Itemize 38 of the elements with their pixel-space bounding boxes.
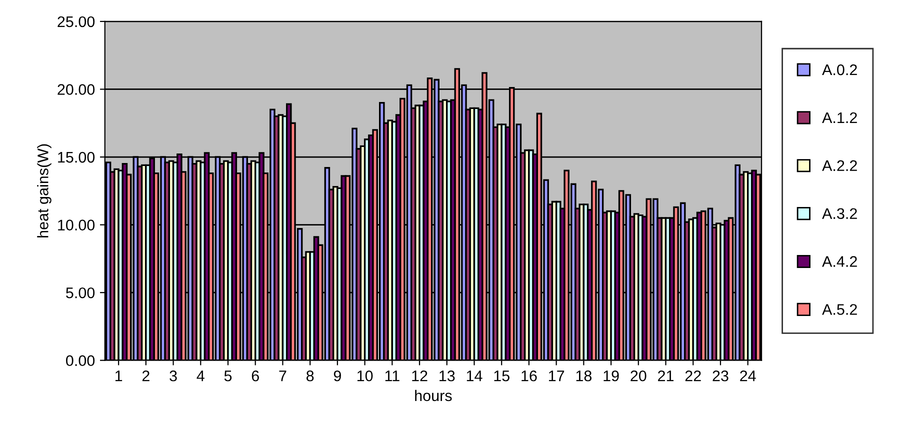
- y-tick-label: 25.00: [58, 16, 95, 28]
- y-tick-label: 0.00: [66, 355, 95, 366]
- y-tick-label: 20.00: [58, 84, 95, 95]
- y-tick-label: 10.00: [58, 220, 95, 230]
- x-axis-title: hours: [415, 390, 452, 402]
- x-tick-label: 12: [412, 370, 428, 382]
- legend-label: A.2.2: [822, 160, 857, 171]
- y-axis-title: heat gains(W): [37, 144, 52, 238]
- x-tick-label: 13: [440, 370, 455, 382]
- x-tick-label: 15: [494, 370, 510, 382]
- x-tick-label: 21: [658, 370, 674, 382]
- x-tick-label: 8: [306, 370, 314, 382]
- legend-label: A.5.2: [822, 304, 857, 315]
- x-tick-label: 7: [279, 370, 286, 382]
- x-tick-label: 19: [604, 370, 619, 382]
- x-tick-label: 24: [740, 370, 756, 382]
- x-tick-label: 3: [170, 370, 177, 382]
- legend-label: A.0.2: [822, 64, 857, 76]
- x-tick-label: 9: [334, 370, 341, 382]
- x-tick-label: 20: [630, 370, 646, 382]
- legend-label: A.1.2: [822, 112, 857, 123]
- x-tick-label: 2: [142, 370, 150, 382]
- x-tick-label: 18: [576, 370, 592, 382]
- x-tick-label: 6: [252, 370, 259, 382]
- y-tick-label: 15.00: [58, 152, 95, 163]
- x-tick-label: 22: [685, 370, 701, 382]
- x-tick-label: 17: [548, 370, 564, 382]
- x-tick-label: 1: [115, 370, 122, 382]
- x-tick-label: 16: [522, 370, 537, 382]
- legend-label: A.3.2: [822, 208, 857, 220]
- y-tick-label: 5.00: [66, 287, 95, 298]
- legend-label: A.4.2: [822, 256, 857, 267]
- x-tick-label: 4: [196, 370, 204, 382]
- x-tick-label: 11: [385, 370, 400, 382]
- x-tick-label: 23: [712, 370, 728, 382]
- x-tick-label: 14: [466, 370, 482, 382]
- x-tick-label: 5: [224, 370, 232, 382]
- x-tick-label: 10: [357, 370, 373, 382]
